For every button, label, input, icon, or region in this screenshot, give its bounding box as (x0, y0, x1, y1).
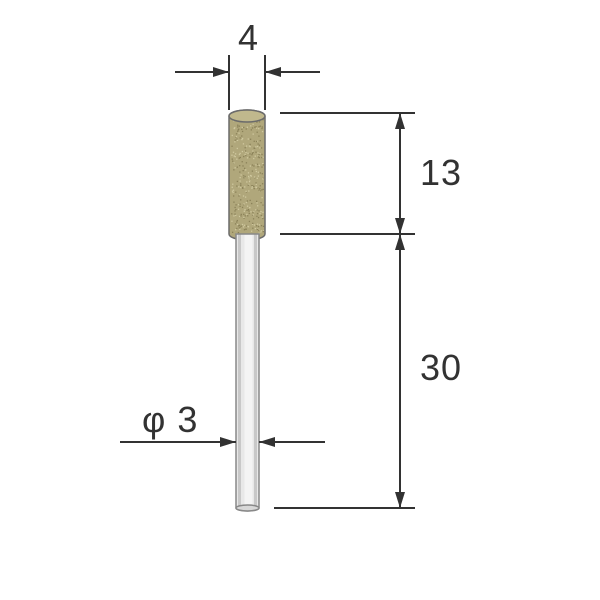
dim-head-length-label: 13 (420, 152, 462, 193)
dim-shaft-diameter: φ 3 (120, 399, 325, 442)
dim-head-length: 13 (280, 113, 462, 234)
dim-head-width-label: 4 (238, 17, 259, 58)
dim-shaft-diameter-label: φ 3 (142, 399, 198, 440)
dim-shaft-length: 30 (274, 234, 462, 508)
dim-shaft-length-label: 30 (420, 347, 462, 388)
tool-head (229, 110, 265, 240)
tool-shaft (236, 234, 259, 511)
dim-head-width: 4 (175, 17, 320, 110)
